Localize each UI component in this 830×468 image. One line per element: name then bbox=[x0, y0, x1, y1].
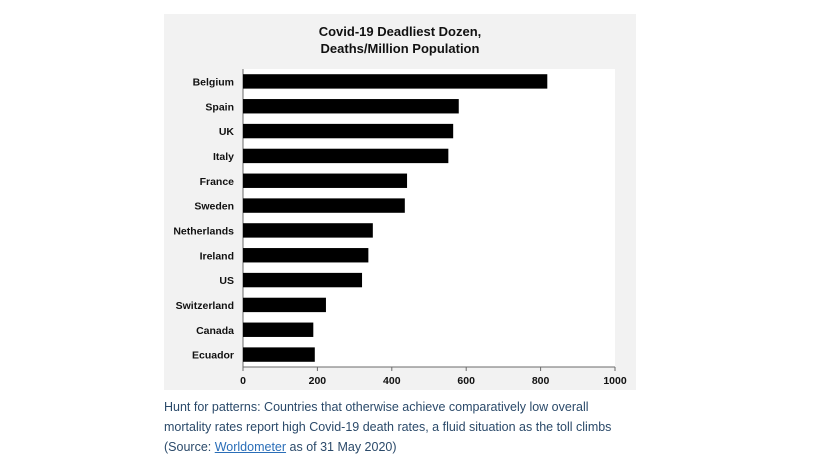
category-label-uk: UK bbox=[219, 126, 235, 138]
caption-source-suffix: as of 31 May 2020) bbox=[286, 440, 397, 454]
bar-netherlands bbox=[243, 223, 373, 238]
bar-uk bbox=[243, 123, 454, 139]
category-label-switzerland: Switzerland bbox=[176, 300, 234, 312]
x-tick-label-0: 0 bbox=[240, 375, 246, 387]
category-label-ecuador: Ecuador bbox=[192, 350, 234, 362]
category-label-netherlands: Netherlands bbox=[173, 225, 234, 237]
bar-ireland bbox=[243, 248, 369, 263]
category-label-france: France bbox=[200, 176, 235, 188]
caption-source-prefix: (Source: bbox=[164, 440, 215, 454]
caption-line-2: mortality rates report high Covid-19 dea… bbox=[164, 420, 612, 434]
category-label-canada: Canada bbox=[196, 325, 234, 337]
category-label-italy: Italy bbox=[213, 151, 234, 163]
category-label-spain: Spain bbox=[205, 101, 234, 113]
bar-canada bbox=[243, 322, 314, 337]
bar-sweden bbox=[243, 198, 405, 213]
bar-france bbox=[243, 173, 408, 188]
chart-title-line-1: Covid-19 Deadliest Dozen, bbox=[319, 24, 482, 39]
category-label-belgium: Belgium bbox=[193, 76, 234, 88]
chart-figure: Covid-19 Deadliest Dozen, Deaths/Million… bbox=[164, 14, 636, 390]
caption-line-1: Hunt for patterns: Countries that otherw… bbox=[164, 400, 589, 414]
x-tick-label-200: 200 bbox=[309, 375, 327, 387]
x-tick-label-600: 600 bbox=[457, 375, 475, 387]
x-tick-label-400: 400 bbox=[383, 375, 401, 387]
plot-area bbox=[243, 69, 615, 367]
bar-italy bbox=[243, 148, 449, 164]
category-label-sweden: Sweden bbox=[194, 201, 234, 213]
worldometer-link[interactable]: Worldometer bbox=[214, 440, 287, 454]
bar-ecuador bbox=[243, 347, 315, 362]
category-labels-group: Belgium Spain UK Italy France Sweden Netherlan… bbox=[173, 76, 234, 361]
caption-source: (Source: Worldometer as of 31 May 2020) bbox=[164, 437, 644, 457]
bar-belgium bbox=[243, 74, 548, 89]
bar-switzerland bbox=[243, 297, 326, 313]
x-tick-label-800: 800 bbox=[532, 375, 550, 387]
category-label-us: US bbox=[219, 275, 234, 287]
x-ticks-group: 0 200 400 600 800 1000 bbox=[240, 367, 627, 387]
chart-svg: Covid-19 Deadliest Dozen, Deaths/Million… bbox=[173, 24, 627, 387]
category-label-ireland: Ireland bbox=[200, 250, 234, 262]
chart-title-line-2: Deaths/Million Population bbox=[321, 41, 480, 56]
bar-us bbox=[243, 272, 363, 288]
bar-spain bbox=[243, 99, 459, 114]
bars-group bbox=[243, 74, 548, 362]
figure-caption: Hunt for patterns: Countries that otherw… bbox=[164, 397, 644, 457]
x-tick-label-1000: 1000 bbox=[603, 375, 627, 387]
